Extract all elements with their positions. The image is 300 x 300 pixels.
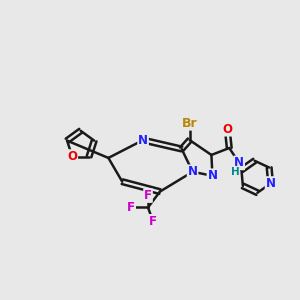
Text: O: O xyxy=(67,150,77,163)
Text: F: F xyxy=(127,201,135,214)
Text: F: F xyxy=(149,215,157,228)
Text: O: O xyxy=(222,123,232,136)
Text: H: H xyxy=(231,167,239,177)
Text: N: N xyxy=(266,177,276,190)
Text: Br: Br xyxy=(182,117,197,130)
Text: F: F xyxy=(144,189,152,202)
Text: N: N xyxy=(234,156,244,170)
Text: N: N xyxy=(188,165,198,178)
Text: N: N xyxy=(207,169,218,182)
Text: N: N xyxy=(138,134,148,147)
